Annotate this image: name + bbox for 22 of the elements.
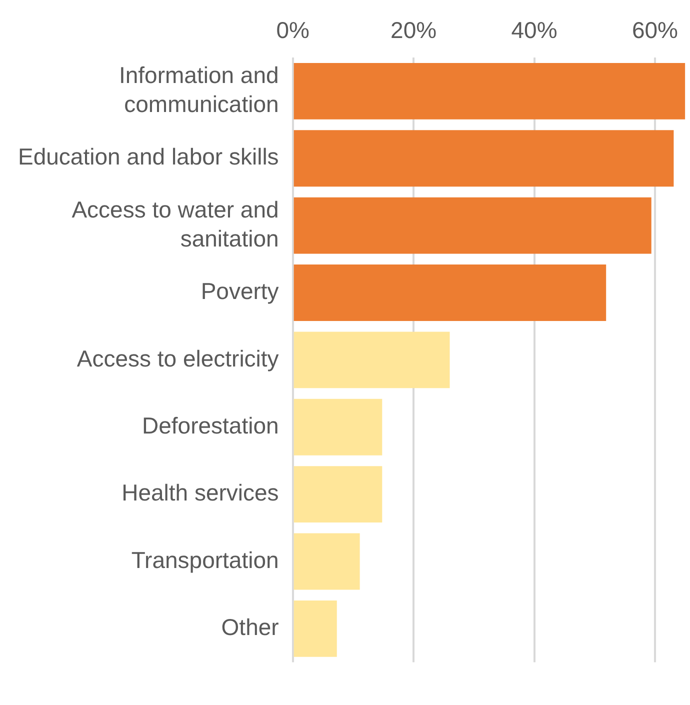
x-tick-label: 60%: [632, 17, 678, 44]
bar: [294, 62, 686, 120]
bar: [294, 197, 652, 254]
y-tick-label: Health services: [122, 480, 279, 506]
y-tick-label: Poverty: [200, 278, 280, 304]
y-tick-label: Information and communication: [118, 62, 279, 117]
bar: [294, 533, 360, 590]
bar: [294, 466, 382, 523]
bar: [294, 398, 382, 456]
bar: [294, 332, 450, 388]
bar: [294, 600, 337, 657]
y-tick-label: Education and labor skills: [18, 144, 279, 170]
y-tick-label: Deforestation: [142, 412, 279, 438]
bar: [294, 130, 674, 187]
x-tick-label: 40%: [511, 17, 558, 44]
y-tick-label: Access to electricity: [76, 345, 280, 372]
bar: [294, 264, 606, 321]
y-tick-label: Access to water and sanitation: [72, 196, 279, 252]
x-tick-label: 20%: [390, 17, 437, 44]
x-tick-label: 0%: [276, 17, 310, 44]
y-tick-label: Other: [221, 614, 280, 640]
y-tick-label: Transportation: [131, 546, 279, 573]
